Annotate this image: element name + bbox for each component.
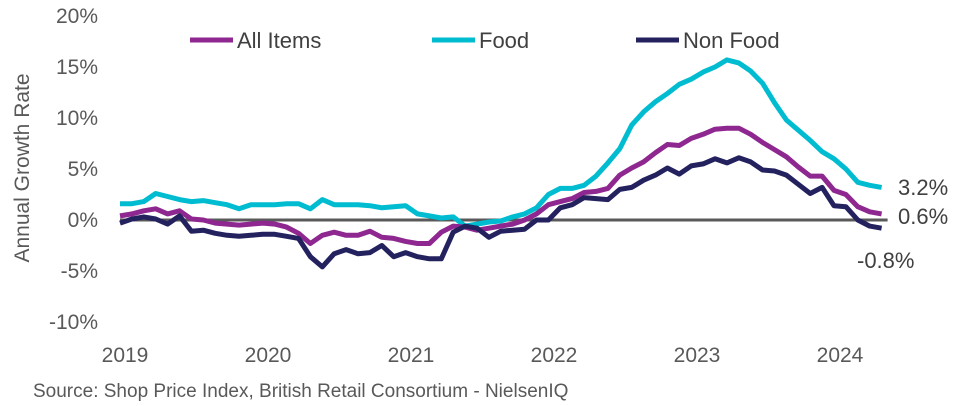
y-axis-label: Annual Growth Rate	[11, 73, 34, 262]
legend-label: Non Food	[683, 28, 780, 53]
end-value-label: -0.8%	[857, 248, 914, 273]
source-note: Source: Shop Price Index, British Retail…	[33, 381, 568, 402]
end-value-label: 3.2%	[898, 175, 948, 200]
series-line-food	[120, 57, 883, 229]
series-line-non-food	[119, 155, 883, 270]
legend-label: Food	[479, 28, 529, 53]
end-value-label: 0.6%	[898, 204, 948, 229]
y-tick-label: 20%	[56, 5, 98, 28]
legend-label: All Items	[237, 28, 321, 53]
x-tick-label: 2019	[102, 344, 149, 367]
y-tick-label: 5%	[68, 158, 98, 181]
y-tick-label: 10%	[56, 107, 98, 130]
y-tick-label: -10%	[49, 311, 98, 334]
y-tick-label: 15%	[56, 56, 98, 79]
x-tick-label: 2020	[245, 344, 292, 367]
x-tick-label: 2024	[817, 344, 864, 367]
x-tick-label: 2021	[388, 344, 435, 367]
series-line-all-items	[119, 125, 883, 246]
y-tick-label: 0%	[68, 209, 98, 232]
x-tick-label: 2022	[531, 344, 578, 367]
x-tick-label: 2023	[674, 344, 721, 367]
y-tick-label: -5%	[61, 260, 98, 283]
